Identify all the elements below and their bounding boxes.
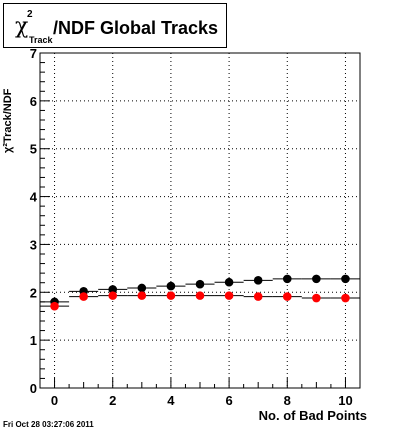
series xyxy=(40,274,360,311)
data-point xyxy=(195,291,205,300)
plot-frame xyxy=(39,52,361,389)
data-point xyxy=(166,291,176,300)
data-point xyxy=(224,291,234,300)
x-tick-label: 2 xyxy=(109,393,116,408)
x-tick-label: 4 xyxy=(167,393,175,408)
y-tick-label: 3 xyxy=(30,237,37,252)
data-point xyxy=(108,291,118,300)
x-tick-label: 10 xyxy=(338,393,352,408)
y-tick-label: 1 xyxy=(30,333,37,348)
data-point xyxy=(253,292,263,301)
data-point xyxy=(108,285,118,294)
series-black xyxy=(40,274,360,307)
data-point xyxy=(137,291,147,300)
tick-labels: 0 2 4 6 8 10 0 1 2 3 4 5 6 7 xyxy=(30,46,353,408)
data-point xyxy=(341,293,350,303)
grid xyxy=(40,52,360,388)
title-text: /NDF Global Tracks xyxy=(53,18,219,38)
data-point xyxy=(312,293,321,303)
y-tick-label: 0 xyxy=(30,381,37,396)
x-tick-label: 0 xyxy=(51,393,58,408)
y-tick-label: 6 xyxy=(30,94,37,109)
title-subscript: Track xyxy=(29,35,53,45)
data-point xyxy=(50,301,59,311)
y-axis-label-wrap: χ²Track/NDF xyxy=(2,50,22,160)
y-tick-label: 5 xyxy=(30,142,37,157)
data-point xyxy=(341,274,350,284)
title-superscript: 2 xyxy=(27,9,33,20)
data-point xyxy=(79,292,88,301)
y-axis-label: χ²Track/NDF xyxy=(2,88,14,153)
axes xyxy=(39,52,361,389)
y-tick-label: 4 xyxy=(30,190,38,205)
data-point xyxy=(137,283,147,293)
data-point xyxy=(312,274,321,284)
data-point xyxy=(224,277,234,287)
data-point xyxy=(195,279,205,289)
data-point xyxy=(253,276,263,285)
data-point xyxy=(166,281,176,291)
series-red xyxy=(40,291,360,311)
footer-date: Fri Oct 28 03:27:06 2011 xyxy=(3,420,94,429)
y-tick-label: 7 xyxy=(30,46,37,61)
x-tick-label: 6 xyxy=(225,393,232,408)
data-point xyxy=(282,292,292,301)
y-tick-label: 2 xyxy=(30,285,37,300)
title-chi-symbol: χ xyxy=(15,14,29,39)
title-box: χ 2 Track /NDF Global Tracks xyxy=(3,3,227,48)
x-tick-label: 8 xyxy=(284,393,291,408)
x-axis-label: No. of Bad Points xyxy=(258,408,367,423)
data-point xyxy=(282,274,292,284)
